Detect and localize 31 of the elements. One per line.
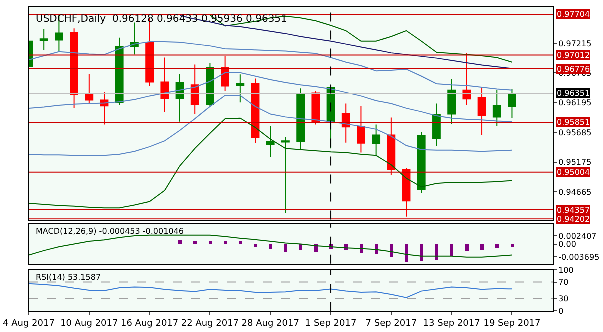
x-tick-label: 16 Aug 2017	[120, 318, 179, 329]
x-tick-label: 22 Aug 2017	[181, 318, 240, 329]
x-tick-label: 10 Aug 2017	[60, 318, 118, 329]
ref-line-label: 0.96351	[557, 89, 590, 98]
x-tick-label: 7 Sep 2017	[366, 318, 418, 329]
y-tick-label: 0.94665	[558, 188, 592, 197]
y-tick-label: 30	[558, 294, 569, 304]
y-tick-label: 0	[558, 306, 564, 316]
ref-line-label: 0.97012	[557, 51, 590, 60]
ref-line-label: 0.94202	[557, 215, 590, 224]
y-tick-label: 0.002407	[558, 232, 597, 241]
y-tick-label: 100	[558, 266, 574, 275]
chart-title: MACD(12,26,9) -0.000453 -0.001046	[36, 227, 184, 236]
y-tick-label: 0.95685	[558, 128, 592, 138]
x-tick-label: 28 Aug 2017	[242, 318, 300, 329]
y-tick-label: 0.97215	[558, 39, 592, 48]
x-tick-label: 1 Sep 2017	[305, 318, 357, 329]
y-tick-label: 70	[558, 278, 569, 288]
ref-line-label: 0.97704	[557, 10, 590, 19]
ref-line-label: 0.95851	[557, 118, 590, 127]
x-tick-label: 19 Sep 2017	[484, 318, 541, 329]
y-tick-label: 0.95175	[558, 158, 592, 168]
y-tick-label: -0.003695	[558, 252, 600, 262]
x-tick-label: 4 Aug 2017	[3, 318, 55, 329]
ref-line-label: 0.96776	[557, 65, 590, 74]
chart-title: RSI(14) 53.1587	[36, 273, 102, 282]
y-tick-label: 0.96195	[558, 98, 592, 108]
x-tick-label: 13 Sep 2017	[423, 318, 480, 329]
ref-line-label: 0.95004	[557, 168, 590, 177]
ref-line-label: 0.94357	[557, 206, 590, 215]
y-tick-label: 0.00	[558, 240, 576, 250]
